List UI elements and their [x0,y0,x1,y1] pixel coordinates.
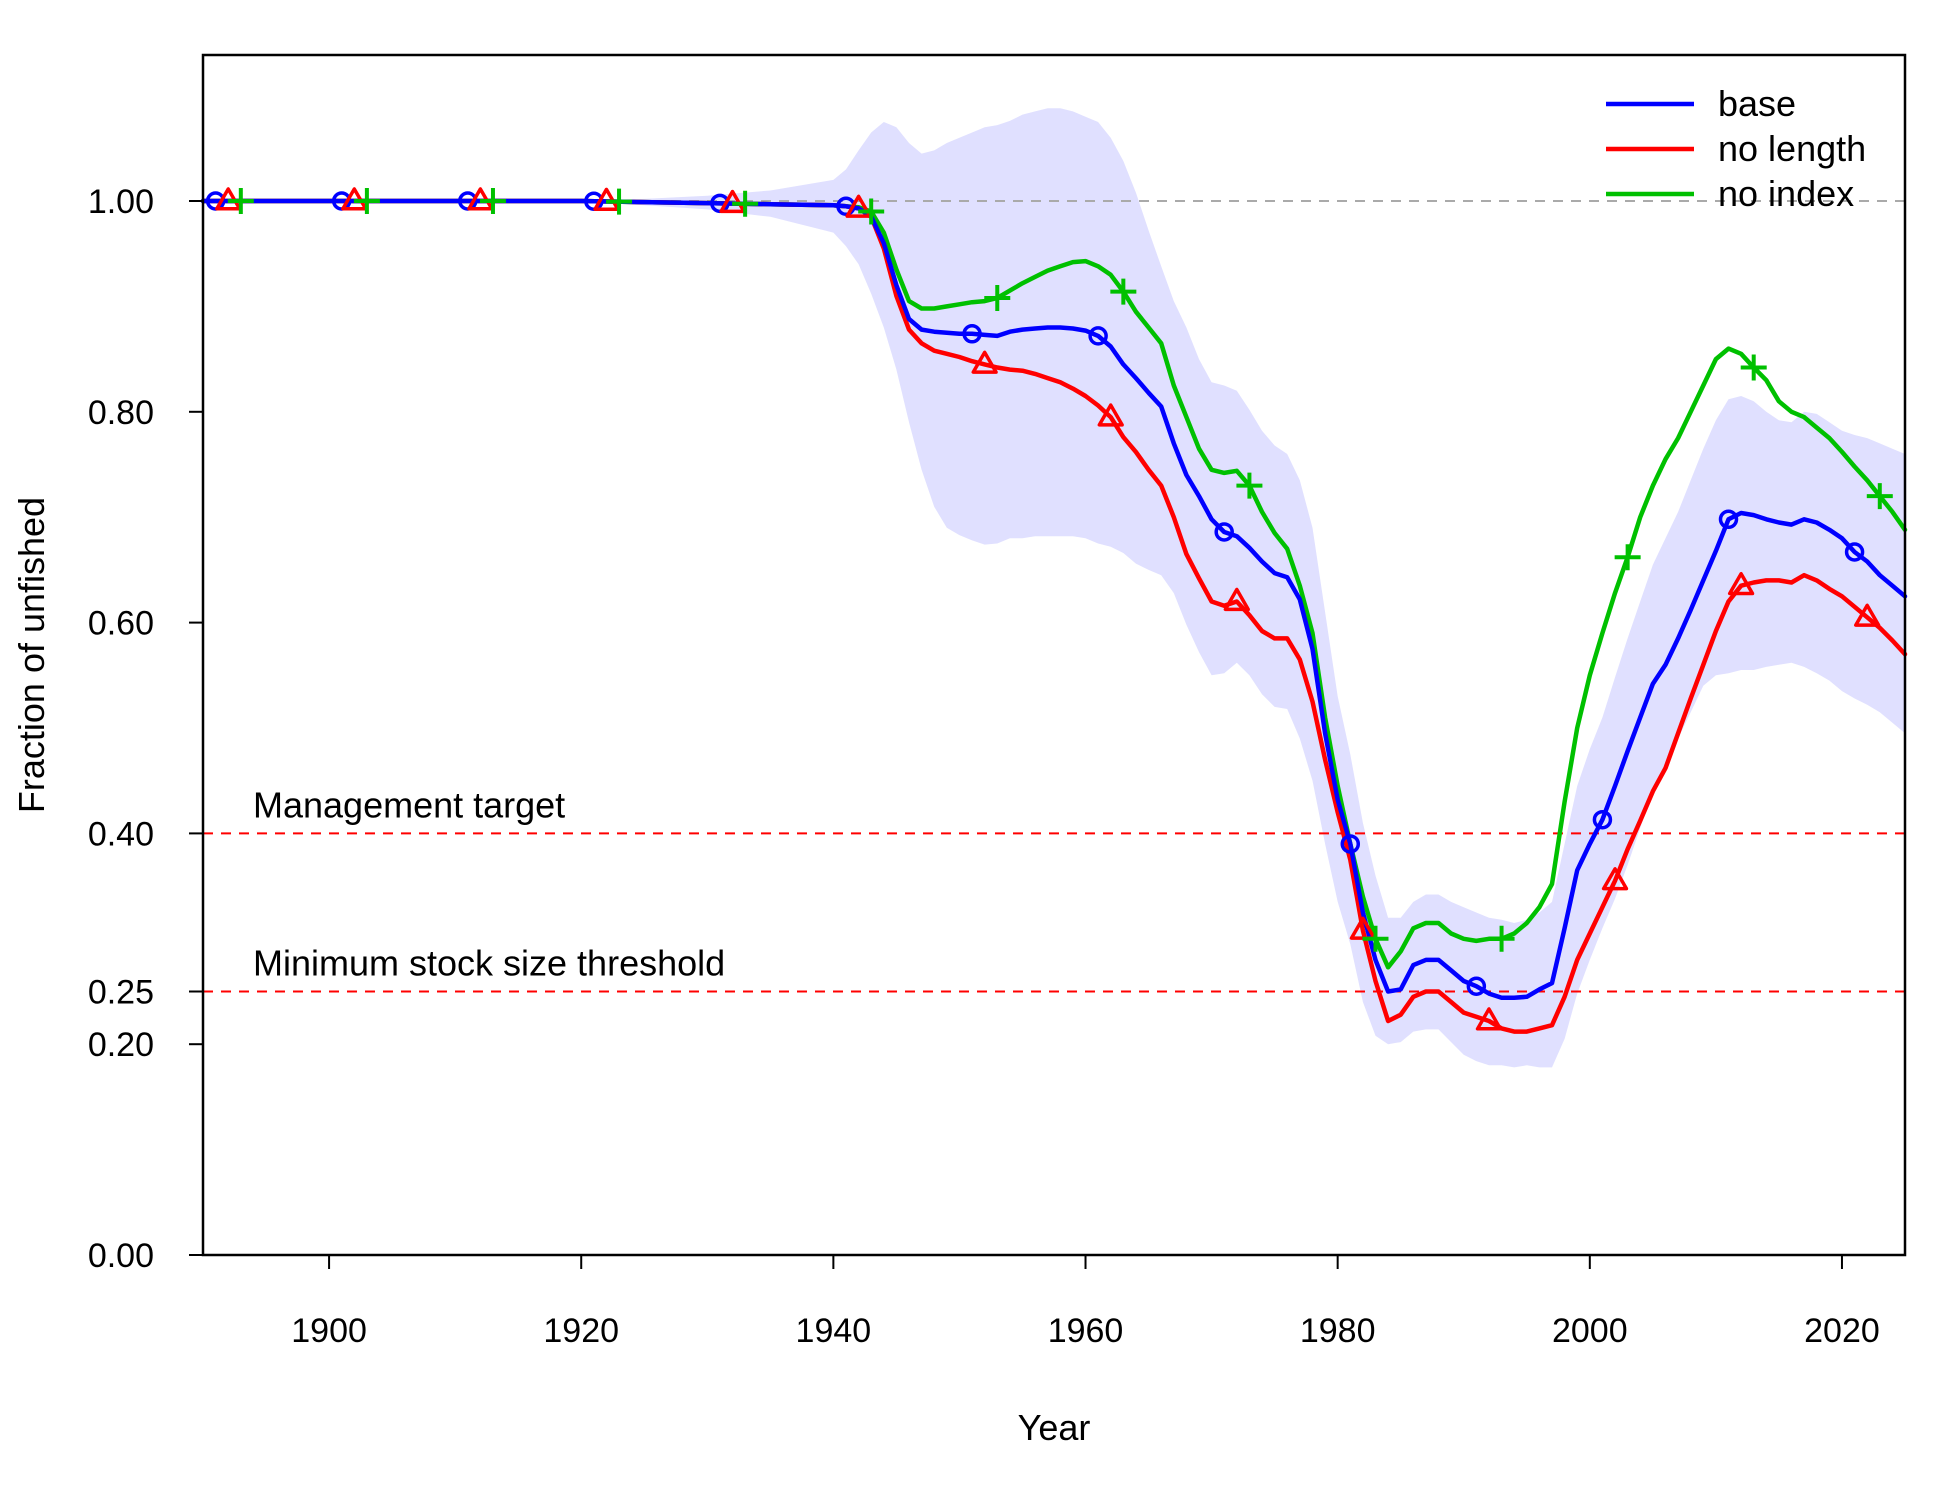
marker-no-index-2023 [1866,483,1893,510]
x-axis: 1900 1920 1940 1960 1980 2000 2020 [291,1254,1880,1350]
marker-no-index-1943 [858,198,885,225]
x-tick-label-1960: 1960 [1048,1312,1124,1350]
marker-no-index-1893 [227,188,254,214]
marker-no-length-1922 [593,187,620,211]
y-axis-title: Fraction of unfished [11,497,52,813]
y-tick-label-0.4: 0.40 [88,815,154,853]
marker-no-index-2013 [1740,354,1767,381]
marker-no-index-1933 [732,190,759,217]
reference-line-layer: Management target Minimum stock size thre… [203,200,1905,993]
marker-base-2011 [1718,509,1739,530]
legend-label-no-index: no index [1718,173,1854,214]
uncertainty-band [203,108,1905,1068]
marker-no-index-1953 [984,284,1011,311]
reference-line-label-1: Management target [253,784,565,825]
x-tick-label-2020: 2020 [1804,1312,1880,1350]
y-tick-label-1: 1.00 [88,183,154,221]
marker-base-1991 [1466,976,1487,996]
marker-base-1981 [1340,834,1361,854]
series-line-no-index [200,198,1908,970]
marker-no-index-1973 [1236,472,1263,499]
marker-no-length-1892 [215,187,242,211]
marker-base-1951 [962,324,982,344]
y-tick-label-0: 0.00 [88,1237,154,1275]
marker-no-index-1913 [479,188,506,214]
y-tick-label-0.6: 0.60 [88,605,154,643]
x-tick-label-2000: 2000 [1552,1312,1628,1350]
marker-no-length-2002 [1601,867,1629,891]
marker-no-length-2022 [1854,603,1881,627]
series-line-base [200,198,1908,1001]
marker-no-index-1923 [606,188,633,215]
marker-base-1961 [1088,326,1108,346]
marker-base-1971 [1214,522,1234,542]
y-tick-label-0.25: 0.25 [88,974,154,1012]
marker-no-index-1903 [353,188,380,214]
uncertainty-band-layer [203,108,1905,1068]
marker-no-length-1902 [341,187,368,211]
marker-base-2001 [1592,809,1613,830]
legend-label-no-length: no length [1718,128,1866,169]
marker-no-length-1932 [719,189,746,214]
marker-no-index-2003 [1614,544,1641,571]
series-line-no-length [200,198,1908,1034]
marker-no-length-1962 [1097,403,1124,427]
y-axis: 0.00 0.20 0.25 0.40 0.60 0.80 1.00 [88,183,204,1275]
series-layer [200,198,1908,1034]
marker-no-length-1912 [467,187,494,211]
x-axis-title: Year [1018,1407,1091,1448]
y-tick-label-0.2: 0.20 [88,1026,154,1064]
x-tick-label-1940: 1940 [796,1312,872,1350]
legend-label-base: base [1718,83,1796,124]
x-tick-label-1900: 1900 [291,1312,367,1350]
y-tick-label-0.8: 0.80 [88,394,154,432]
marker-no-length-2012 [1727,571,1755,596]
reference-line-label-2: Minimum stock size threshold [253,943,725,984]
marker-layer [205,187,1893,1031]
x-tick-label-1920: 1920 [543,1312,619,1350]
marker-base-2021 [1844,542,1865,562]
marker-no-length-1952 [971,350,998,374]
marker-no-index-1963 [1110,278,1137,305]
x-tick-label-1980: 1980 [1300,1312,1376,1350]
marker-no-index-1983 [1362,925,1389,952]
marker-no-index-1993 [1488,925,1515,952]
marker-no-length-1942 [845,194,872,218]
marker-no-length-1972 [1223,587,1250,612]
marker-no-length-1992 [1475,1007,1503,1031]
